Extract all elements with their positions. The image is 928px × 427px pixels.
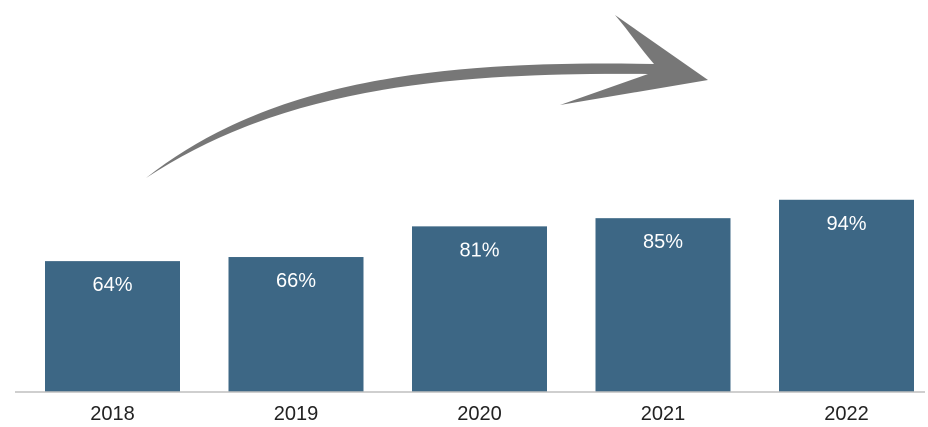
bar-value-label-2021: 85% — [643, 231, 683, 253]
trend-arrow-shaft — [146, 15, 708, 178]
bar-2020 — [412, 226, 547, 392]
x-tick-label-2019: 2019 — [274, 403, 319, 425]
bars-group: 64% 66% 81% 85% 94% — [45, 199, 914, 392]
bar-value-label-2018: 64% — [92, 274, 132, 296]
bar-value-label-2019: 66% — [276, 270, 316, 292]
bar-value-label-2022: 94% — [826, 213, 866, 235]
bar-2021 — [595, 218, 731, 392]
bar-value-label-2020: 81% — [459, 239, 499, 261]
bar-2022 — [779, 199, 914, 392]
x-tick-label-2020: 2020 — [457, 403, 502, 425]
x-tick-label-2022: 2022 — [824, 403, 869, 425]
bar-2019 — [228, 257, 364, 392]
x-tick-label-2021: 2021 — [641, 403, 686, 425]
x-tick-labels: 2018 2019 2020 2021 2022 — [90, 403, 869, 425]
trend-arrow-icon — [146, 15, 708, 178]
bar-2018 — [45, 261, 180, 392]
x-tick-label-2018: 2018 — [90, 403, 135, 425]
